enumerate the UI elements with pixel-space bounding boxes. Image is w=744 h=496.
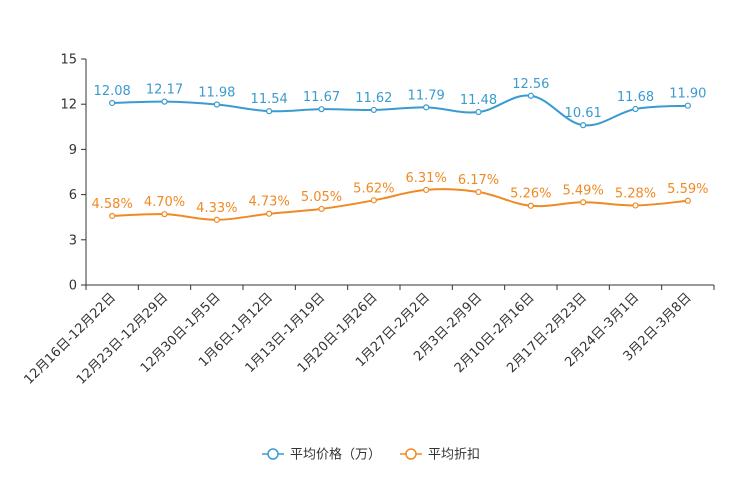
data-label: 4.58% (92, 197, 133, 212)
y-tick-label: 0 (69, 279, 77, 294)
data-point[interactable] (684, 197, 691, 204)
data-point[interactable] (213, 101, 220, 108)
legend-marker-icon (405, 448, 417, 460)
data-label: 12.08 (94, 84, 131, 99)
data-label: 12.56 (512, 77, 549, 92)
data-point[interactable] (527, 92, 534, 99)
y-tick-label: 12 (60, 98, 77, 113)
data-label: 11.68 (617, 90, 654, 105)
y-tick-label: 15 (60, 53, 77, 68)
data-point[interactable] (684, 102, 691, 109)
y-axis-ticks: 0 3 6 9 12 15 (60, 53, 86, 294)
data-label: 11.48 (460, 93, 497, 108)
x-tick-label: 12月23日-12月29日 (74, 290, 171, 387)
data-label: 4.70% (144, 195, 185, 210)
y-tick-label: 3 (69, 233, 77, 248)
data-label: 6.31% (406, 171, 447, 186)
legend-item-1[interactable]: 平均价格（万） (262, 447, 381, 463)
data-label: 4.73% (249, 195, 290, 210)
data-label: 5.62% (353, 181, 394, 196)
data-point[interactable] (213, 216, 220, 223)
series-layer: 12.08 12.17 11.98 11.54 11.67 11.62 11.79 11.48… (92, 77, 708, 223)
data-label: 5.28% (615, 186, 656, 201)
series-line (112, 94, 688, 127)
data-point[interactable] (266, 210, 273, 217)
data-point[interactable] (475, 188, 482, 196)
y-tick-label: 9 (69, 143, 77, 158)
y-tick-label: 6 (69, 188, 77, 203)
data-label: 11.62 (355, 91, 392, 106)
data-label: 11.54 (251, 92, 288, 107)
data-point[interactable] (318, 106, 325, 113)
data-point[interactable] (109, 212, 116, 220)
data-point[interactable] (423, 104, 430, 111)
data-label: 11.67 (303, 90, 340, 105)
data-point[interactable] (161, 98, 168, 105)
legend-item-2[interactable]: 平均折扣 (400, 448, 480, 463)
data-label: 10.61 (565, 106, 602, 121)
data-point[interactable] (475, 108, 482, 116)
data-label: 6.17% (458, 173, 499, 188)
legend-label: 平均折扣 (428, 448, 480, 463)
data-label: 11.98 (198, 86, 235, 101)
data-label: 4.33% (196, 201, 237, 216)
x-tick-label: 12月16日-12月22日 (22, 290, 119, 387)
series-1: 12.08 12.17 11.98 11.54 11.67 11.62 11.79 11.48… (94, 77, 706, 129)
data-point[interactable] (109, 99, 116, 107)
series-line (112, 188, 688, 221)
data-point[interactable] (370, 197, 377, 204)
data-label: 5.49% (563, 183, 604, 198)
data-label: 11.90 (669, 87, 706, 102)
data-point[interactable] (580, 199, 587, 206)
legend[interactable]: 平均价格（万） 平均折扣 (262, 447, 480, 463)
legend-marker-icon (267, 448, 279, 460)
data-point[interactable] (370, 106, 377, 114)
data-point[interactable] (161, 211, 168, 218)
legend-label: 平均价格（万） (290, 447, 381, 463)
data-point[interactable] (423, 186, 430, 194)
data-label: 11.79 (408, 88, 445, 103)
data-point[interactable] (632, 105, 639, 113)
data-point[interactable] (527, 202, 534, 209)
data-label: 5.05% (301, 190, 342, 205)
data-point[interactable] (580, 122, 587, 129)
x-axis-ticks: 12月16日-12月22日12月23日-12月29日12月30日-1月5日1月6… (22, 285, 715, 388)
data-point[interactable] (632, 202, 639, 209)
data-label: 5.59% (667, 182, 708, 197)
data-point[interactable] (266, 108, 273, 115)
data-label: 12.17 (146, 83, 183, 98)
data-point[interactable] (318, 205, 325, 213)
data-label: 5.26% (510, 187, 551, 202)
series-2: 4.58% 4.70% 4.33% 4.73% 5.05% 5.62% 6.31% 6.17%… (92, 171, 708, 223)
